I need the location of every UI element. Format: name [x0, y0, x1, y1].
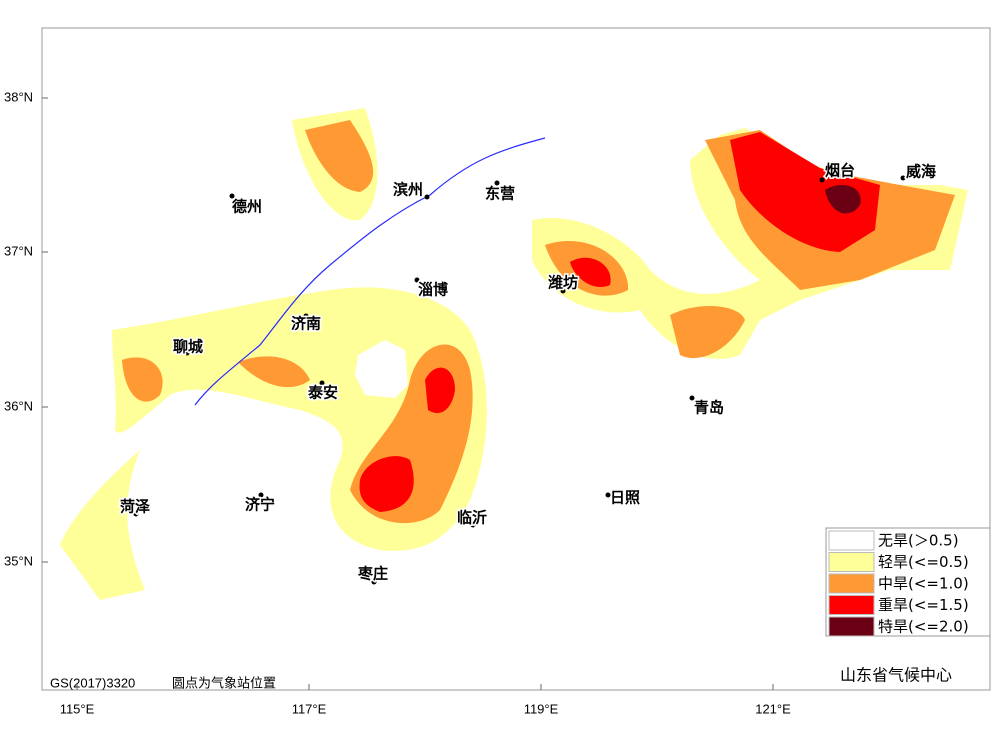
city-label: 菏泽 — [120, 498, 150, 516]
city-label: 临沂 — [457, 509, 487, 527]
legend-swatch — [828, 573, 875, 594]
agency: 山东省气候中心 — [840, 666, 952, 685]
legend-swatch — [828, 595, 875, 615]
city-label: 潍坊 — [548, 274, 578, 292]
moderate-zone — [238, 356, 310, 388]
moderate-zone — [305, 120, 374, 192]
legend-swatch — [828, 530, 875, 551]
map-code: GS(2017)3320 — [50, 675, 135, 690]
lat-label: 35°N — [4, 553, 33, 568]
station-dot — [819, 177, 825, 183]
legend-swatch — [828, 616, 875, 637]
city-label: 德州 — [232, 198, 262, 216]
lon-label: 119°E — [524, 701, 559, 716]
station-dot — [184, 350, 190, 356]
map-note: 圆点为气象站位置 — [172, 675, 276, 690]
legend-label: 轻旱(<=0.5) — [878, 553, 969, 571]
lat-label: 38°N — [4, 89, 33, 104]
lon-label: 121°E — [755, 701, 791, 716]
light-zone — [570, 257, 611, 288]
light-zone — [730, 132, 880, 252]
light-zone — [359, 456, 414, 512]
city-label: 聊城 — [173, 338, 203, 356]
station-dot — [371, 579, 377, 585]
station-dot — [424, 194, 430, 200]
station-dot — [689, 395, 695, 401]
city-label: 日照 — [610, 489, 640, 507]
station-dot — [560, 288, 566, 294]
station-dot — [133, 511, 139, 517]
hole-extreme — [355, 340, 408, 398]
city-label: 淄博 — [418, 281, 448, 299]
legend-label: 无旱(＞0.5) — [878, 532, 959, 550]
station-dot — [414, 277, 420, 283]
lon-label: 115°E — [60, 701, 95, 716]
moderate-zone — [122, 357, 163, 402]
city-label: 东营 — [485, 185, 515, 203]
city-label: 滨州 — [393, 181, 423, 199]
station-dot — [319, 380, 325, 386]
legend-label: 中旱(<=1.0) — [878, 575, 969, 593]
moderate-zone — [670, 305, 745, 359]
city-label: 济宁 — [245, 496, 275, 514]
yellow-river — [194, 137, 546, 406]
station-dot — [605, 492, 611, 498]
station-dot — [470, 522, 476, 528]
city-label: 威海 — [906, 163, 936, 181]
city-label: 烟台 — [825, 162, 855, 180]
no-drought-zone — [825, 185, 861, 214]
lat-label: 36°N — [4, 398, 33, 413]
lat-label: 37°N — [4, 243, 33, 258]
city-label: 泰安 — [307, 384, 338, 402]
station-dot — [900, 175, 906, 181]
city-label: 枣庄 — [357, 565, 388, 583]
station-dot — [494, 180, 500, 186]
city-label: 青岛 — [694, 399, 724, 417]
light-zone — [425, 367, 455, 414]
legend-label: 特旱(<=2.0) — [878, 618, 969, 636]
station-dot — [303, 313, 309, 319]
city-label: 济南 — [291, 315, 321, 333]
station-dot — [258, 492, 264, 498]
severe-zone — [60, 450, 145, 600]
station-dot — [229, 193, 235, 199]
lon-label: 117°E — [292, 701, 327, 716]
legend-label: 重旱(<=1.5) — [878, 596, 969, 614]
legend-swatch — [828, 552, 875, 572]
